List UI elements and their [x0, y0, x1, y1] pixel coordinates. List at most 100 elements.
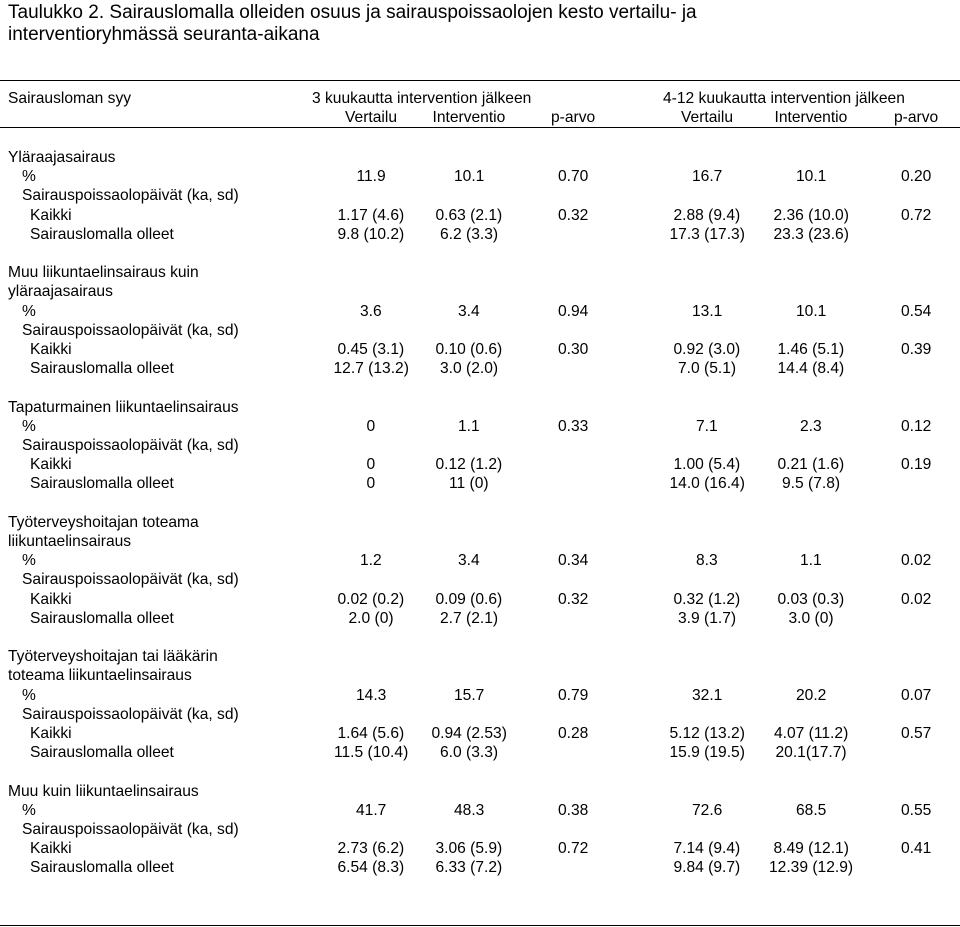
- table-cell: 5.12 (13.2): [669, 725, 745, 742]
- row-label-header: Sairausloman syy: [8, 90, 132, 107]
- table-cell: 0.70: [558, 168, 589, 186]
- table-cell: 0.34: [558, 552, 589, 570]
- table-cell: 2.88 (9.4): [673, 206, 741, 224]
- row-label: Sairauslomalla olleet: [30, 225, 174, 243]
- table-cell: 7.1: [696, 417, 718, 435]
- table-cell: 2.3: [800, 417, 822, 435]
- row-label: Sairauslomalla olleet: [30, 609, 174, 627]
- table-cell: 0.32 (1.2): [673, 590, 741, 608]
- table-cell: 0.12 (1.2): [435, 456, 503, 474]
- table-cell: 0.32: [558, 590, 589, 608]
- row-label: %: [22, 417, 36, 435]
- table-cell: 0.20: [901, 168, 932, 186]
- table-cell: 0.02: [901, 552, 932, 570]
- table-cell: 10.1: [796, 168, 827, 186]
- row-label: Sairauslomalla olleet: [30, 744, 174, 762]
- table-cell: 14.0 (16.4): [669, 475, 745, 493]
- row-label: Kaikki: [30, 840, 72, 858]
- section-title: Tapaturmainen liikuntaelinsairaus: [8, 398, 239, 416]
- table-cell: 10.1: [454, 168, 485, 186]
- section-title: Muu liikuntaelinsairaus kuin: [8, 264, 199, 282]
- table-cell: 0.92 (3.0): [673, 341, 741, 358]
- table-cell: 20.1(17.7): [775, 744, 847, 762]
- table-cell: 12.7 (13.2): [333, 360, 409, 378]
- row-label: Sairauspoissaolopäivät (ka, sd): [22, 321, 239, 339]
- table-cell: 0.19: [901, 456, 932, 474]
- table-cell: 0.94: [558, 302, 589, 320]
- table-cell: 0: [366, 475, 376, 493]
- row-label: Sairauspoissaolopäivät (ka, sd): [22, 821, 239, 838]
- table-cell: 3.0 (0): [788, 609, 834, 627]
- table-title-line: interventioryhmässä seuranta-aikana: [8, 24, 320, 45]
- table-cell: 2.7 (2.1): [440, 609, 499, 627]
- header-bottom-rule: [0, 127, 960, 128]
- table-cell: 17.3 (17.3): [669, 225, 745, 243]
- section-title: yläraajasairaus: [8, 283, 113, 301]
- table-cell: 48.3: [454, 801, 485, 819]
- table-cell: 0.45 (3.1): [337, 341, 405, 358]
- table-cell: 0.10 (0.6): [435, 341, 503, 358]
- table-cell: 9.5 (7.8): [782, 475, 841, 493]
- table-cell: 3.4: [458, 552, 480, 570]
- table-cell: 16.7: [692, 168, 723, 186]
- table-cell: 0.28: [558, 725, 589, 742]
- table-cell: 3.0 (2.0): [440, 360, 499, 378]
- table-cell: 68.5: [796, 801, 827, 819]
- table-cell: 15.7: [454, 686, 485, 704]
- row-label: %: [22, 686, 36, 704]
- table-title-line: Taulukko 2. Sairauslomalla olleiden osuu…: [8, 2, 697, 23]
- table-cell: 6.0 (3.3): [440, 744, 499, 762]
- row-label: %: [22, 552, 36, 570]
- table-cell: 3.06 (5.9): [435, 840, 503, 858]
- table-cell: 11.5 (10.4): [334, 744, 409, 762]
- table-cell: 0.12: [901, 417, 932, 435]
- table-cell: 0.63 (2.1): [435, 206, 503, 224]
- row-label: Kaikki: [30, 206, 72, 224]
- table-cell: 10.1: [796, 302, 827, 320]
- table-cell: 3.4: [458, 302, 480, 320]
- table-cell: 0.30: [558, 341, 589, 358]
- table-cell: 7.14 (9.4): [673, 840, 741, 858]
- section-title: liikuntaelinsairaus: [8, 533, 132, 550]
- table-cell: 72.6: [692, 801, 723, 819]
- table-cell: 41.7: [356, 801, 387, 819]
- row-label: Sairauslomalla olleet: [30, 360, 174, 378]
- table-cell: 8.3: [696, 552, 718, 570]
- section-title: toteama liikuntaelinsairaus: [8, 667, 192, 685]
- table-cell: 9.84 (9.7): [673, 859, 741, 877]
- table-cell: 0.41: [901, 840, 932, 858]
- table-cell: 0.32: [558, 206, 589, 224]
- row-label: %: [22, 168, 36, 186]
- table-cell: 0.54: [901, 302, 932, 320]
- table-cell: 0.09 (0.6): [435, 590, 503, 608]
- table-cell: 0.39: [901, 341, 932, 358]
- table-cell: 6.2 (3.3): [440, 225, 499, 243]
- table-cell: 0.03 (0.3): [777, 590, 845, 608]
- table-cell: 0.72: [901, 206, 932, 224]
- section-title: Yläraajasairaus: [8, 149, 116, 166]
- bottom-rule: [0, 925, 960, 926]
- table-cell: 32.1: [692, 686, 723, 704]
- table-cell: 2.0 (0): [348, 609, 394, 627]
- top-rule: [0, 80, 960, 81]
- table-cell: 0.33: [558, 417, 589, 435]
- table-cell: 0.72: [558, 840, 589, 858]
- table-cell: 0.02 (0.2): [337, 590, 405, 608]
- table-cell: 4.07 (11.2): [774, 725, 849, 742]
- column-header: Interventio: [432, 109, 506, 126]
- table-cell: 2.36 (10.0): [773, 206, 849, 224]
- table-cell: 2.73 (6.2): [337, 840, 405, 858]
- table-cell: 15.9 (19.5): [669, 744, 745, 762]
- row-label: %: [22, 302, 36, 320]
- table-cell: 1.64 (5.6): [337, 725, 405, 742]
- table-cell: 0.55: [901, 801, 932, 819]
- table-cell: 6.33 (7.2): [435, 859, 503, 877]
- row-label: Sairauslomalla olleet: [30, 475, 174, 493]
- table-cell: 6.54 (8.3): [337, 859, 405, 877]
- group-header-4-12m: 4-12 kuukautta intervention jälkeen: [663, 90, 905, 107]
- table-cell: 20.2: [796, 686, 827, 704]
- row-label: Kaikki: [30, 725, 72, 742]
- group-header-3m: 3 kuukautta intervention jälkeen: [312, 90, 532, 107]
- column-header: Vertailu: [681, 109, 734, 126]
- column-header: Interventio: [774, 109, 848, 126]
